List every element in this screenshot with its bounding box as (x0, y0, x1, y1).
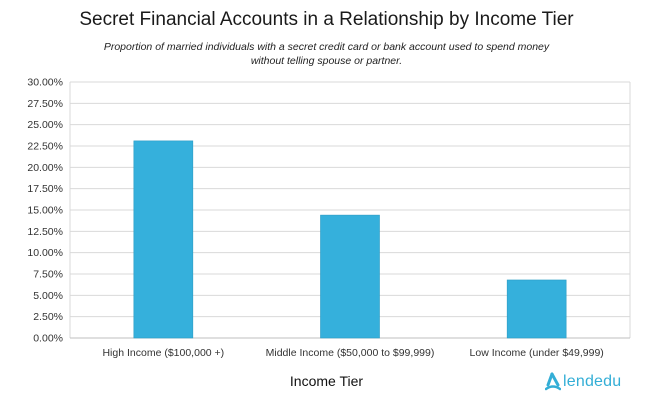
y-tick-label: 20.00% (27, 162, 63, 174)
lendedu-logo-icon (545, 372, 561, 391)
y-tick-label: 15.00% (27, 205, 63, 217)
y-tick-label: 0.00% (33, 333, 63, 345)
y-tick-label: 5.00% (33, 290, 63, 302)
y-tick-label: 27.50% (27, 98, 63, 110)
lendedu-logo-text: lendedu (563, 373, 622, 390)
y-tick-label: 25.00% (27, 119, 63, 131)
y-tick-label: 22.50% (27, 141, 63, 153)
y-tick-label: 17.50% (27, 183, 63, 195)
y-tick-label: 2.50% (33, 311, 63, 323)
chart-subtitle: Proportion of married individuals with a… (103, 41, 550, 67)
chart-title: Secret Financial Accounts in a Relations… (79, 9, 574, 30)
x-tick-label: Low Income (under $49,999) (470, 347, 604, 359)
bar (133, 140, 194, 339)
y-tick-label: 7.50% (33, 269, 63, 281)
y-tick-label: 10.00% (27, 247, 63, 259)
lendedu-logo: lendedu (545, 371, 621, 393)
bar (506, 279, 567, 339)
x-tick-label: High Income ($100,000 +) (102, 347, 224, 359)
y-tick-label: 30.00% (27, 77, 63, 89)
x-axis-title: Income Tier (289, 373, 364, 389)
y-tick-label: 12.50% (27, 226, 63, 238)
bar (320, 214, 380, 339)
x-tick-label: Middle Income ($50,000 to $99,999) (266, 347, 435, 359)
